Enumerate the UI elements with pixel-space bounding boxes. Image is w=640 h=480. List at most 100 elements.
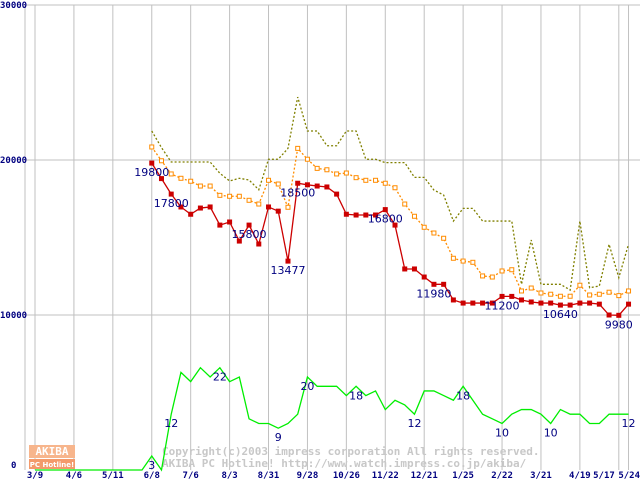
data-point-min	[421, 274, 427, 280]
data-label-shops: 18	[456, 389, 470, 402]
data-point-min	[188, 211, 194, 217]
x-tick-label: 8/31	[258, 471, 280, 480]
data-label-shops: 9	[275, 431, 282, 444]
logo-top: AKIBA	[35, 445, 68, 458]
data-point-min	[499, 293, 505, 299]
data-point-min	[343, 211, 349, 217]
y-tick-label: 20000	[0, 156, 27, 166]
data-point-average	[256, 201, 262, 207]
data-point-min	[538, 300, 544, 306]
data-point-average	[557, 293, 563, 299]
x-tick-label: 4/19	[569, 471, 591, 480]
data-label-min: 13477	[270, 264, 305, 277]
data-point-average	[149, 144, 155, 150]
data-label-min: 10640	[543, 308, 578, 321]
y-tick-label: 10000	[0, 311, 27, 321]
series-line-shops	[35, 366, 629, 472]
data-point-average	[334, 171, 340, 177]
data-point-min	[158, 176, 164, 182]
data-point-average	[168, 171, 174, 177]
data-point-min	[227, 219, 233, 225]
data-point-min	[256, 241, 262, 247]
data-point-min	[236, 238, 242, 244]
data-point-average	[266, 177, 272, 183]
data-point-min	[460, 300, 466, 306]
data-point-average	[295, 145, 301, 151]
data-label-min: 16800	[368, 213, 403, 226]
data-point-average	[519, 288, 524, 294]
data-label-min: 15800	[232, 228, 267, 241]
data-point-average	[178, 175, 184, 181]
data-point-average	[236, 193, 242, 199]
data-point-min	[373, 212, 379, 218]
data-label-min: 11200	[485, 299, 520, 312]
data-point-min	[197, 205, 203, 211]
data-point-min	[557, 302, 563, 308]
data-point-min	[596, 301, 602, 307]
data-point-min	[411, 266, 417, 272]
x-tick-label: 10/26	[333, 471, 360, 480]
x-tick-label: 11/22	[372, 471, 399, 480]
x-tick-label: 3/9	[27, 471, 43, 480]
data-label-shops: 12	[164, 417, 178, 430]
data-point-average	[343, 170, 349, 176]
data-point-min	[431, 281, 437, 287]
data-point-average	[411, 213, 417, 219]
data-point-average	[489, 274, 495, 280]
data-point-average	[616, 293, 622, 299]
data-point-min	[626, 301, 632, 307]
data-point-average	[324, 167, 330, 173]
data-point-min	[304, 182, 310, 188]
data-point-average	[304, 156, 310, 162]
data-point-average	[499, 268, 505, 274]
data-point-average	[470, 259, 476, 265]
data-point-min	[334, 191, 340, 197]
logo-bottom-box	[29, 459, 75, 469]
data-label-min: 11980	[416, 287, 451, 300]
data-point-average	[528, 285, 534, 291]
x-tick-label: 2/22	[491, 471, 513, 480]
series-min	[149, 160, 632, 318]
data-point-min	[266, 204, 272, 210]
data-point-min	[217, 222, 223, 228]
data-point-average	[431, 230, 437, 236]
data-point-min	[577, 300, 583, 306]
x-tick-label: 12/21	[411, 471, 438, 480]
data-point-min	[178, 204, 184, 210]
data-point-average	[285, 204, 291, 210]
data-point-average	[538, 290, 544, 296]
data-label-shops: 10	[495, 427, 509, 440]
data-point-min	[246, 222, 252, 228]
data-label-shops: 10	[544, 427, 558, 440]
data-point-average	[314, 165, 320, 171]
data-point-average	[450, 255, 456, 261]
data-point-average	[421, 224, 427, 230]
x-tick-label: 6/8	[144, 471, 160, 480]
data-point-average	[188, 178, 194, 184]
data-point-average	[392, 185, 398, 191]
data-point-min	[450, 297, 456, 303]
data-point-min	[324, 184, 330, 190]
data-point-average	[596, 291, 602, 297]
data-point-average	[363, 177, 369, 183]
data-point-average	[441, 235, 447, 241]
data-point-average	[402, 201, 408, 207]
data-point-average	[567, 293, 573, 299]
y-tick-label: 0	[11, 461, 16, 471]
data-point-min	[548, 300, 554, 306]
data-point-min	[314, 183, 320, 189]
data-point-min	[382, 207, 388, 213]
data-point-average	[480, 273, 486, 279]
y-tick-label: 30000	[0, 1, 27, 11]
data-point-average	[246, 197, 252, 203]
data-label-min: 18500	[280, 186, 315, 199]
data-point-average	[606, 289, 612, 295]
data-point-average	[158, 158, 164, 164]
series-max	[151, 96, 630, 292]
data-point-min	[509, 293, 515, 299]
data-point-min	[207, 204, 213, 210]
data-label-shops: 3	[148, 459, 155, 472]
data-point-min	[402, 266, 408, 272]
